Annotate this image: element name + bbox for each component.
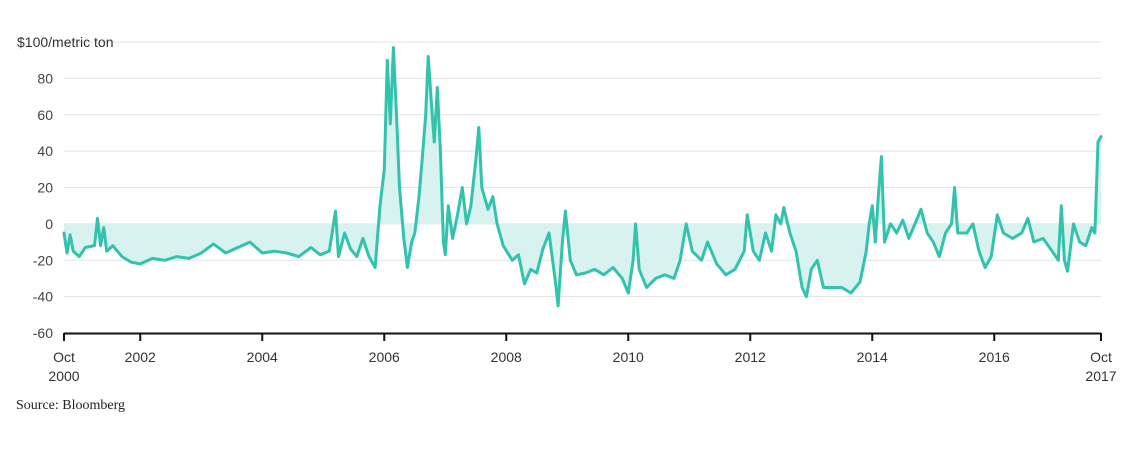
y-tick-label: 60 [37,107,53,123]
x-tick-label: 2004 [247,349,278,365]
y-tick-label: -60 [33,325,53,341]
x-tick-label: Oct [53,349,75,365]
y-tick-label: 40 [37,143,53,159]
x-tick-label: Oct [1090,349,1112,365]
y-axis-labels: 80 60 40 20 0 -20 -40 -60 [33,70,53,341]
x-tick-label: 2010 [613,349,644,365]
x-axis-ticks [63,333,1102,341]
series-line [62,46,1103,308]
x-tick-label: 2016 [979,349,1010,365]
x-tick-label-year: 2000 [48,368,79,384]
x-tick-label: 2008 [491,349,522,365]
x-tick-label: 2014 [857,349,888,365]
x-tick-label: 2006 [369,349,400,365]
y-tick-label: -40 [33,289,53,305]
y-tick-label: 80 [37,70,53,86]
y-tick-label: 0 [45,216,53,232]
y-tick-label: 20 [37,180,53,196]
series-area-fill [64,47,1101,306]
grid-lines [64,41,1101,298]
source-note: Source: Bloomberg [16,398,126,413]
y-axis-unit-label: $100/metric ton [17,34,114,50]
x-tick-label: 2002 [125,349,156,365]
x-axis-labels: Oct 2000 2002 2004 2006 2008 2010 2012 2014 2016 O… [48,349,1116,384]
y-tick-label: -20 [33,252,53,268]
x-tick-label-year: 2017 [1085,368,1116,384]
x-tick-label: 2012 [735,349,766,365]
